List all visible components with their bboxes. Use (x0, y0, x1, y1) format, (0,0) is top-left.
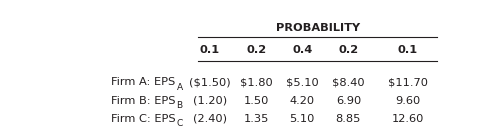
Text: 4.20: 4.20 (290, 96, 315, 106)
Text: Firm B: EPS: Firm B: EPS (111, 96, 176, 106)
Text: 1.35: 1.35 (244, 114, 269, 124)
Text: Firm A: EPS: Firm A: EPS (111, 77, 176, 87)
Text: 0.1: 0.1 (398, 45, 418, 55)
Text: 9.60: 9.60 (395, 96, 421, 106)
Text: (2.40): (2.40) (193, 114, 227, 124)
Text: B: B (177, 101, 183, 110)
Text: 12.60: 12.60 (392, 114, 424, 124)
Text: $8.40: $8.40 (332, 77, 365, 87)
Text: $1.80: $1.80 (240, 77, 272, 87)
Text: A: A (177, 83, 183, 92)
Text: 1.50: 1.50 (244, 96, 269, 106)
Text: 8.85: 8.85 (336, 114, 361, 124)
Text: 0.2: 0.2 (246, 45, 266, 55)
Text: C: C (177, 119, 183, 128)
Text: 5.10: 5.10 (290, 114, 315, 124)
Text: 0.1: 0.1 (200, 45, 220, 55)
Text: (1.20): (1.20) (193, 96, 227, 106)
Text: 0.2: 0.2 (338, 45, 359, 55)
Text: 0.4: 0.4 (292, 45, 312, 55)
Text: $11.70: $11.70 (388, 77, 428, 87)
Text: Firm C: EPS: Firm C: EPS (111, 114, 176, 124)
Text: ($1.50): ($1.50) (189, 77, 231, 87)
Text: 6.90: 6.90 (336, 96, 361, 106)
Text: PROBABILITY: PROBABILITY (276, 23, 360, 33)
Text: $5.10: $5.10 (286, 77, 318, 87)
